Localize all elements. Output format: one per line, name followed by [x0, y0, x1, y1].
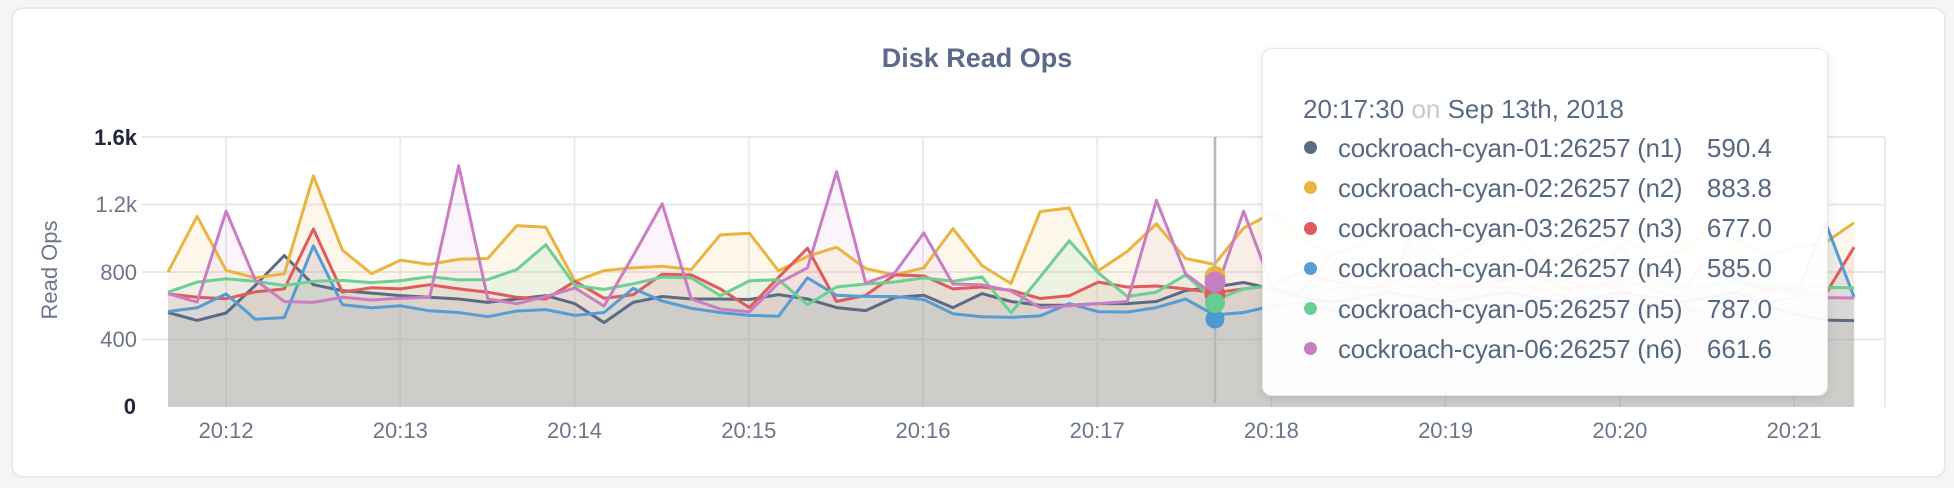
- svg-text:20:21: 20:21: [1767, 418, 1822, 443]
- svg-text:20:19: 20:19: [1418, 418, 1473, 443]
- svg-text:20:18: 20:18: [1244, 418, 1299, 443]
- svg-text:20:14: 20:14: [547, 418, 602, 443]
- svg-text:20:17: 20:17: [1070, 418, 1125, 443]
- svg-text:1.6k: 1.6k: [94, 125, 138, 150]
- svg-text:0: 0: [124, 394, 136, 419]
- svg-text:20:16: 20:16: [895, 418, 950, 443]
- svg-text:20:20: 20:20: [1592, 418, 1647, 443]
- svg-text:400: 400: [100, 327, 137, 352]
- svg-text:20:12: 20:12: [199, 418, 254, 443]
- svg-text:800: 800: [100, 260, 137, 285]
- svg-text:20:15: 20:15: [721, 418, 776, 443]
- svg-text:Read Ops: Read Ops: [37, 220, 62, 319]
- svg-text:20:13: 20:13: [373, 418, 428, 443]
- svg-text:1.2k: 1.2k: [95, 192, 138, 217]
